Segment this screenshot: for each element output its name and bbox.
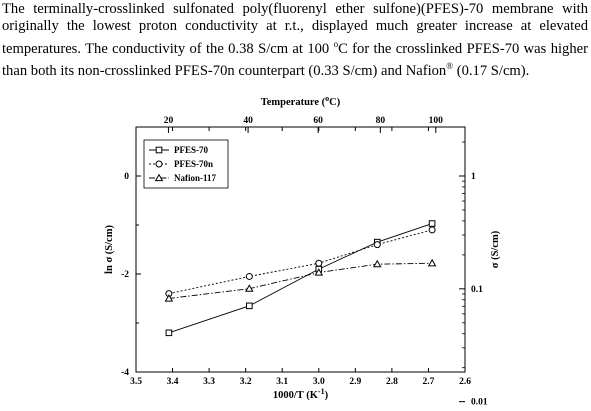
data-point-pfes-70n — [373, 241, 381, 249]
y-right-tick-label: 1 — [471, 172, 476, 182]
data-point-pfes-70n — [428, 226, 436, 234]
data-point-nafion-117 — [314, 268, 324, 276]
data-point-pfes-70 — [165, 329, 173, 337]
degree-sup: o — [333, 38, 339, 49]
legend-label-nafion-117: Nafion-117 — [174, 173, 217, 183]
x-bottom-tick-label: 2.7 — [423, 377, 435, 387]
description-paragraph: The terminally-crosslinked sulfonated po… — [2, 1, 588, 80]
y-right-tick-label: 0.01 — [471, 398, 488, 408]
x-bottom-tick-label: 2.8 — [386, 377, 398, 387]
y-right-axis-title: σ (S/cm) — [490, 230, 501, 268]
series-line-nafion-117 — [168, 262, 433, 299]
y-left-axis-title: ln σ (S/cm) — [104, 225, 115, 274]
legend-marker-pfes-70n — [155, 160, 163, 168]
x-bottom-tick-label: 3.1 — [276, 377, 288, 387]
paragraph-text-1: The terminally-crosslinked sulfonated po… — [2, 1, 588, 57]
data-point-nafion-117 — [164, 294, 174, 302]
series-group — [164, 220, 437, 337]
series-line-pfes-70n — [168, 229, 433, 295]
x-bottom-tick-label: 3.3 — [203, 377, 215, 387]
x-bottom-tick-label: 3.4 — [167, 377, 179, 387]
x-bottom-tick-label: 3.5 — [130, 377, 142, 387]
data-point-nafion-117 — [427, 258, 437, 267]
x-top-tick-label: 40 — [243, 116, 253, 126]
x-top-axis-title: Temperature (oC) — [261, 94, 341, 108]
data-point-nafion-117 — [245, 284, 254, 292]
y-left-tick-label: -4 — [121, 368, 129, 378]
paragraph-text-3: (0.17 S/cm). — [453, 62, 530, 79]
data-point-pfes-70 — [428, 220, 436, 227]
x-bottom-tick-label: 3.0 — [313, 377, 325, 387]
data-point-pfes-70n — [315, 259, 323, 267]
data-point-pfes-70 — [246, 302, 253, 310]
y-left-tick-label: 0 — [124, 172, 129, 182]
x-top-tick-label: 80 — [376, 116, 386, 126]
registered-sup: ® — [446, 61, 454, 72]
paragraph-text-2: C for the crosslinked PFES-70 was higher… — [2, 40, 588, 79]
data-point-pfes-70n — [245, 272, 253, 280]
legend-marker-nafion-117 — [154, 173, 164, 182]
x-bottom-tick-label: 2.9 — [349, 377, 361, 387]
legend-label-pfes-70n: PFES-70n — [174, 159, 213, 169]
plot-frame — [135, 126, 466, 373]
x-top-tick-label: 100 — [429, 116, 444, 126]
legend-label-pfes-70: PFES-70 — [174, 145, 209, 155]
legend: PFES-70 PFES-70n Nafion-117 — [143, 139, 229, 189]
legend-marker-pfes-70 — [155, 146, 163, 154]
axis-ticks: 3.5 3.4 3.3 3.2 3.1 3.0 2.9 2.8 2.7 2.620 40 60 80 10… — [121, 116, 488, 408]
x-bottom-tick-label: 2.6 — [459, 377, 471, 387]
series-line-pfes-70 — [168, 223, 433, 334]
x-bottom-tick-label: 3.2 — [240, 377, 252, 387]
y-right-tick-label: 0.1 — [471, 285, 483, 295]
x-top-tick-label: 60 — [313, 116, 323, 126]
data-point-nafion-117 — [373, 259, 382, 268]
y-left-tick-label: -2 — [121, 270, 129, 280]
x-bottom-axis-title: 1000/T (K-1) — [273, 387, 329, 401]
x-top-tick-label: 20 — [164, 116, 174, 126]
